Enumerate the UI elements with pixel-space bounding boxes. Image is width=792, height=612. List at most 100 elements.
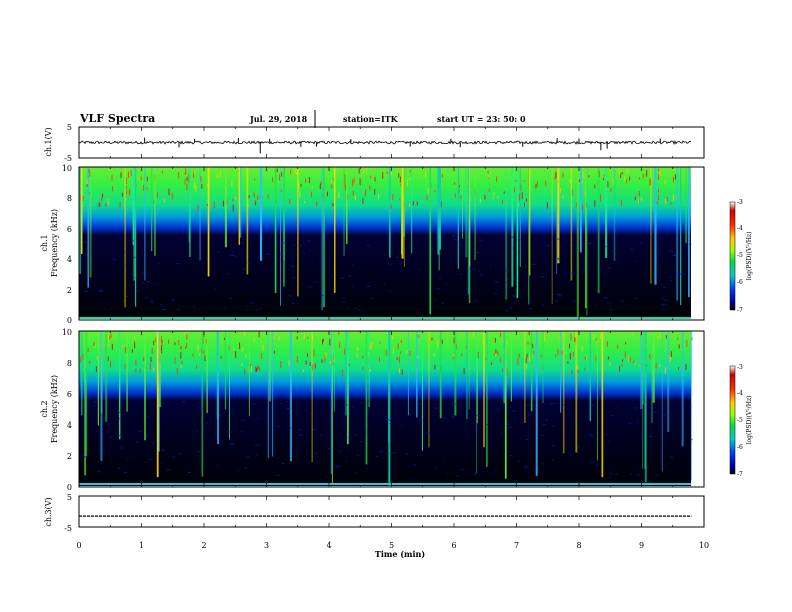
ch2-spec-speckle xyxy=(391,335,393,340)
ch2-spec-noise xyxy=(379,450,384,452)
ch2-spec-noise xyxy=(199,408,203,410)
ch2-spec-speckle xyxy=(555,354,557,358)
ch1-spec-streak xyxy=(586,167,588,316)
ch1-spec-speckle xyxy=(201,183,203,189)
ch1-spec-noise xyxy=(513,277,517,279)
ch2-spec-streak xyxy=(407,331,409,416)
ch2-spec-noise xyxy=(506,423,511,425)
ch2-spec-speckle xyxy=(322,338,324,342)
ch2-spec-noise xyxy=(230,443,234,445)
ch1-spec-streak xyxy=(676,167,679,301)
ch2-spec-speckle xyxy=(357,347,359,351)
ch2-spec-streak xyxy=(416,331,418,418)
ch1-spec-speckle xyxy=(554,176,556,180)
ch1-spec-noise xyxy=(348,307,350,309)
ch2-spec-ylabel: Frequency (kHz) xyxy=(50,375,59,443)
ch1-spec-streak xyxy=(321,167,323,311)
ch1-spec-speckle xyxy=(365,168,367,173)
ch2-spec-noise xyxy=(507,428,509,430)
ch1-spec-noise xyxy=(583,269,586,271)
ch1-spec-speckle xyxy=(629,176,631,181)
ch2-spec-speckle xyxy=(111,343,113,350)
ch2-spec-noise xyxy=(393,474,396,476)
ch2-spec-speckle xyxy=(609,362,611,367)
ch2-spec-noise xyxy=(286,400,289,402)
ch1-spec-speckle xyxy=(231,181,233,187)
ch1-spec-noise xyxy=(226,273,230,274)
ch2-spec-speckle xyxy=(621,363,623,367)
ch2-spec-noise xyxy=(132,438,134,440)
ch1-spec-noise xyxy=(307,286,312,288)
ch2-spec-noise xyxy=(198,401,201,403)
ch1-spec-speckle xyxy=(168,188,170,196)
ch1-spec-noise xyxy=(417,241,419,242)
ch2-spec-streak xyxy=(248,331,250,417)
ch1-spec-noise xyxy=(606,302,609,304)
ch2-spec-noise xyxy=(219,414,222,416)
ch1-spec-noise xyxy=(240,242,244,244)
ch1-spec-streak xyxy=(557,167,560,264)
ch2-spec-noise xyxy=(456,475,459,477)
ch2-spec-noise xyxy=(577,446,580,448)
ch1-spec-noise xyxy=(214,288,217,290)
ch1-spec-noise xyxy=(565,240,567,242)
ch2-spec-streak xyxy=(333,331,335,412)
ch1-spec-speckle xyxy=(656,201,658,205)
ch2-spec-streak xyxy=(644,331,647,483)
ch1-spec-noise xyxy=(512,247,515,249)
ch2-spec-noise xyxy=(209,403,211,405)
ch1-spec-speckle xyxy=(458,185,460,188)
ch2-colorbar xyxy=(729,365,736,475)
ch2-spec-speckle xyxy=(135,359,137,366)
ch1-spec-speckle xyxy=(178,172,180,179)
ch1-spec-streak xyxy=(87,167,89,288)
ch1-spec-streak xyxy=(79,167,81,275)
ch2-spec-speckle xyxy=(633,360,635,364)
ch2-spec-speckle xyxy=(180,346,182,350)
ch2-spec-noise xyxy=(405,453,409,455)
ch2-spec-noise xyxy=(102,418,105,420)
ch2-spec-speckle xyxy=(174,356,176,364)
ch1-spec-speckle xyxy=(571,189,573,196)
ch2-spec-speckle xyxy=(338,331,340,335)
ch1-spec-streak xyxy=(529,167,531,276)
ch1-spec-speckle xyxy=(311,191,312,198)
ch1-spec-noise xyxy=(352,264,354,266)
ch1-spec-noise xyxy=(223,308,227,310)
ch1-spec-noise xyxy=(107,303,109,305)
ch2-spec-speckle xyxy=(533,351,535,355)
ch2-spec-noise xyxy=(254,444,259,446)
ch2-spec-speckle xyxy=(400,351,401,354)
ch2-spectrogram-bg xyxy=(79,331,691,486)
ch1-spec-speckle xyxy=(184,172,186,176)
ch2-spec-noise xyxy=(206,422,209,424)
ch2-spec-streak xyxy=(468,331,470,410)
ch1-spec-speckle xyxy=(674,174,676,180)
ch1-spec-noise xyxy=(342,301,346,303)
ch1-spec-noise xyxy=(634,260,637,262)
ch1-spec-streak xyxy=(89,167,92,278)
ch2-spec-speckle xyxy=(176,368,178,375)
ch2-spec-ytick-4: 4 xyxy=(67,421,72,430)
ch1-spec-noise xyxy=(176,263,180,265)
ch2-spec-speckle xyxy=(417,355,419,359)
ch2-spec-noise xyxy=(386,453,389,455)
ch2-spec-speckle xyxy=(307,336,309,340)
ch2-spec-noise xyxy=(365,468,368,470)
ch2-spec-noise xyxy=(400,425,402,427)
ch1-spec-speckle xyxy=(594,184,596,189)
ch1-spec-speckle xyxy=(157,192,159,198)
ch2-spec-noise xyxy=(460,468,464,470)
ch1-spec-noise xyxy=(311,261,314,263)
ch2-spec-streak xyxy=(504,331,507,479)
ch2-spec-speckle xyxy=(571,331,573,334)
ch2-spec-noise xyxy=(276,475,280,477)
ch2-spec-speckle xyxy=(506,368,508,376)
ch2-spec-noise xyxy=(497,408,501,410)
ch1-spec-noise xyxy=(517,239,521,241)
ch1-spec-streak xyxy=(144,167,146,281)
ch2-spec-speckle xyxy=(507,341,508,344)
ch2-spec-streak xyxy=(388,331,391,486)
ch1-spec-noise xyxy=(475,300,478,302)
ch1-spec-noise xyxy=(656,249,660,251)
